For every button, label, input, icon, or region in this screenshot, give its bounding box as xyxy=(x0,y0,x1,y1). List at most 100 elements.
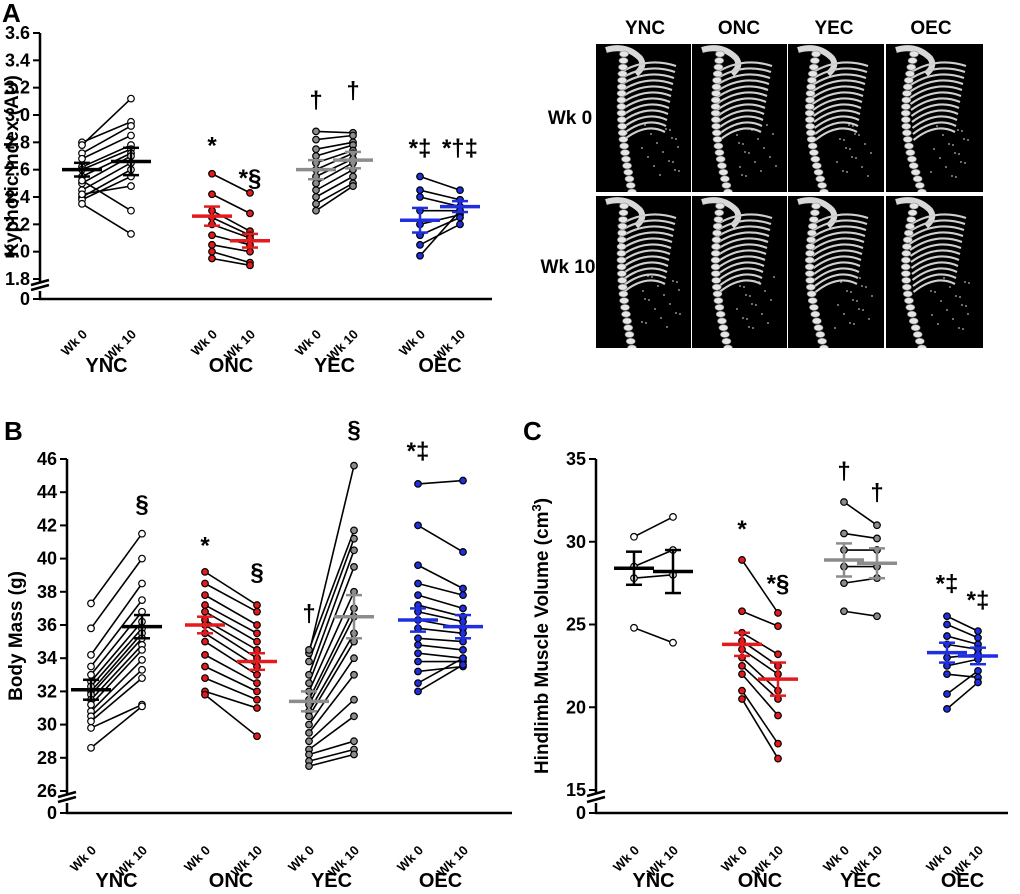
data-point xyxy=(127,229,135,238)
chart-c: 15 20 25 30 35 0 Hindlimb Muscle Volume (cm3) W… xyxy=(529,449,1008,892)
paired-line xyxy=(946,623,979,639)
paired-line xyxy=(81,121,132,144)
paired-line xyxy=(946,635,979,646)
paired-line xyxy=(204,594,258,626)
paired-line xyxy=(211,216,251,236)
paired-line xyxy=(204,582,258,613)
ct-column-label: YEC xyxy=(814,18,854,39)
paired-line xyxy=(419,189,461,201)
paired-line xyxy=(90,627,143,687)
paired-line xyxy=(308,753,355,767)
data-point xyxy=(201,591,209,600)
data-point xyxy=(774,711,782,720)
paired-line xyxy=(741,559,779,614)
data-point xyxy=(774,609,782,617)
paired-line xyxy=(81,175,132,201)
x-tick-label: Wk 0 xyxy=(396,327,428,359)
micro-ct-image xyxy=(788,44,884,192)
significance-marker: *†‡ xyxy=(442,135,478,162)
data-point xyxy=(350,461,358,470)
data-point xyxy=(253,601,261,609)
data-point xyxy=(305,720,313,729)
data-point xyxy=(138,529,146,538)
paired-line xyxy=(741,657,779,692)
data-point xyxy=(414,561,422,570)
data-point xyxy=(201,650,209,659)
paired-line xyxy=(946,658,979,667)
data-point xyxy=(349,182,357,190)
data-point xyxy=(253,621,261,629)
x-tick-label: Wk 0 xyxy=(188,327,220,359)
paired-line xyxy=(308,699,355,742)
micro-ct-image xyxy=(596,196,691,348)
data-point xyxy=(312,145,320,154)
data-point xyxy=(87,724,95,732)
y-tick-label: 2.8 xyxy=(5,132,30,152)
data-point xyxy=(312,127,320,136)
data-point xyxy=(253,629,261,638)
y-tick-label: 32 xyxy=(37,681,57,701)
micro-ct-image xyxy=(692,44,787,192)
data-point xyxy=(350,563,358,571)
data-point xyxy=(253,732,261,741)
data-point xyxy=(127,122,135,130)
y-tick-label: 26 xyxy=(37,781,57,801)
paired-line xyxy=(204,624,258,659)
ct-column-label: ONC xyxy=(717,18,761,39)
data-point xyxy=(201,662,209,671)
paired-line xyxy=(946,615,979,632)
y-axis-label-text: Kyphotic Index (AU) xyxy=(2,75,23,257)
paired-line xyxy=(211,193,251,215)
data-point xyxy=(416,240,424,249)
data-point xyxy=(312,186,320,195)
paired-line xyxy=(308,715,355,751)
paired-line xyxy=(417,610,464,623)
ct-row-label: Wk 10 xyxy=(540,257,596,278)
data-point xyxy=(87,662,95,671)
paired-line xyxy=(90,621,143,682)
significance-marker: § xyxy=(347,416,360,443)
micro-ct-image xyxy=(788,196,884,348)
paired-line xyxy=(90,558,143,629)
significance-marker: † xyxy=(346,78,359,105)
data-point xyxy=(138,665,146,674)
paired-line xyxy=(90,632,143,692)
y-axis-label: Body Mass (g) xyxy=(6,571,27,701)
y-tick-label: 30 xyxy=(566,532,586,552)
data-point xyxy=(414,641,422,649)
spine-illustration xyxy=(605,45,680,192)
data-point xyxy=(873,534,881,543)
paired-line xyxy=(315,185,354,212)
data-point xyxy=(305,737,313,746)
data-point xyxy=(138,579,146,588)
paired-line xyxy=(741,698,779,759)
data-point xyxy=(305,712,313,721)
spine-illustration xyxy=(797,197,873,348)
data-point xyxy=(459,604,467,613)
significance-marker: *‡ xyxy=(409,135,432,162)
group-label: YEC xyxy=(311,870,352,892)
data-point xyxy=(738,670,746,679)
paired-line xyxy=(308,632,355,712)
data-point xyxy=(774,650,782,659)
data-point xyxy=(87,743,95,752)
data-point xyxy=(738,661,746,670)
y-tick-label: 0 xyxy=(47,803,57,823)
data-point xyxy=(208,254,216,263)
data-point xyxy=(78,154,86,163)
paired-line xyxy=(81,185,132,196)
data-point xyxy=(246,247,254,256)
paired-line xyxy=(417,652,464,659)
paired-line xyxy=(308,538,355,662)
paired-line xyxy=(308,530,355,651)
data-point xyxy=(246,209,254,218)
y-tick-label: 15 xyxy=(566,780,586,800)
paired-line xyxy=(308,616,355,706)
paired-line xyxy=(90,611,143,676)
data-point xyxy=(738,686,746,695)
paired-line xyxy=(315,144,354,157)
data-point xyxy=(416,251,424,260)
